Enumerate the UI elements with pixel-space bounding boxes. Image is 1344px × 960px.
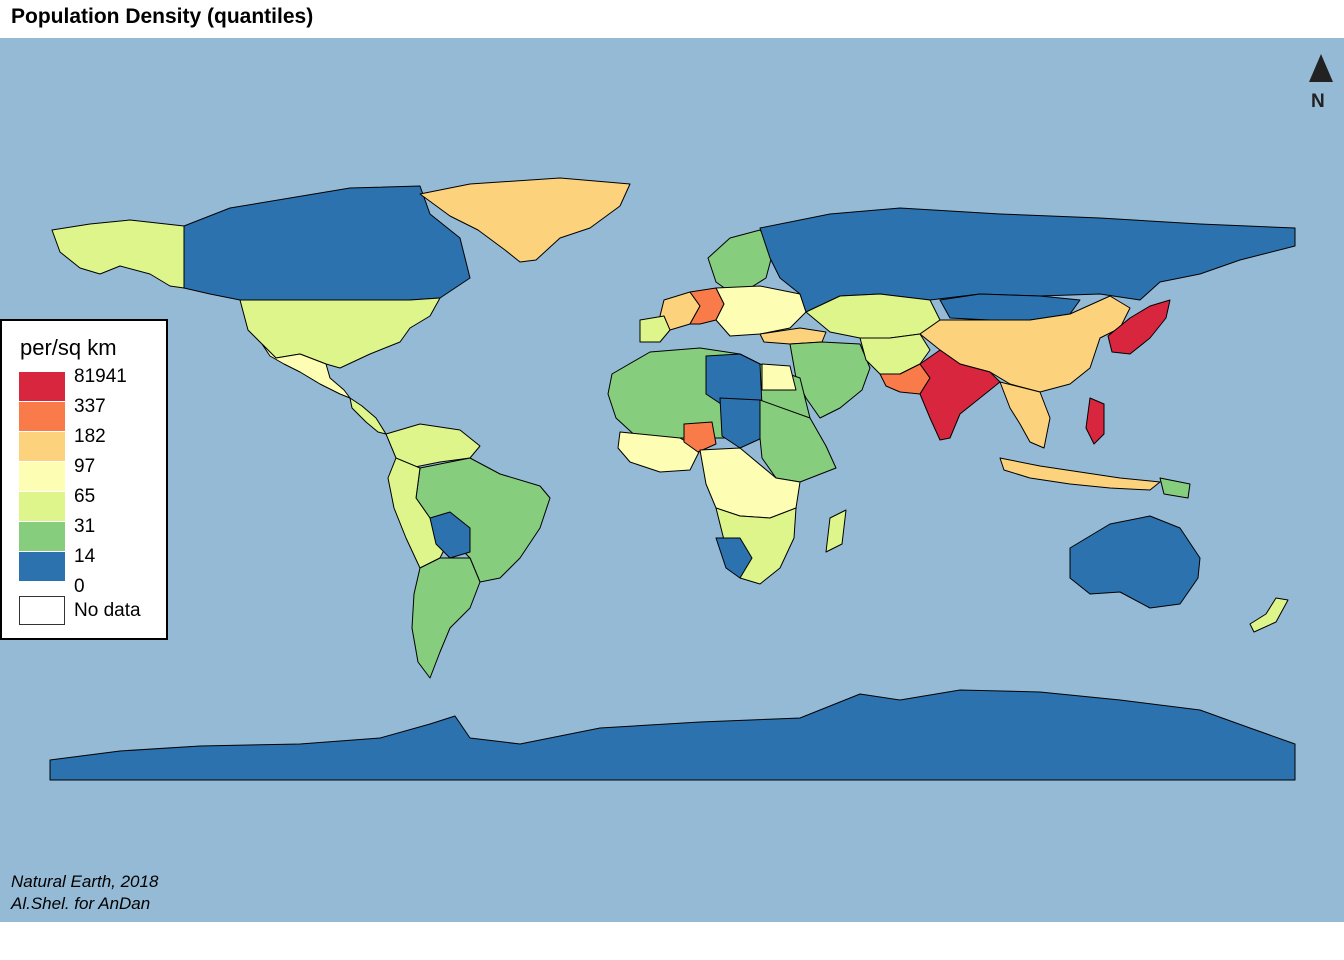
region-madagascar [825, 509, 847, 553]
region-antarctica [49, 689, 1296, 781]
legend-break-label: 0 [74, 576, 85, 597]
north-label: N [1311, 91, 1325, 112]
region-southeast-asia [999, 381, 1051, 449]
legend-swatch-5 [19, 522, 65, 551]
legend-swatch-4 [19, 492, 65, 521]
legend-break-label: 31 [74, 516, 96, 537]
region-indonesia [999, 457, 1161, 491]
region-eastern-europe [715, 285, 807, 337]
legend-title: per/sq km [20, 335, 117, 360]
legend-break-label: 81941 [74, 366, 127, 387]
map-panel [0, 38, 1344, 922]
region-sudan-chad [719, 397, 763, 449]
legend-swatch-6 [19, 552, 65, 581]
map-credits: Natural Earth, 2018 Al.Shel. for AnDan [11, 871, 158, 915]
credit-author: Al.Shel. for AnDan [11, 894, 151, 913]
region-central-america [349, 397, 387, 435]
legend-break-label: 97 [74, 456, 96, 477]
legend-break-label: 14 [74, 546, 96, 567]
region-png [1159, 477, 1191, 499]
region-argentina-chile [411, 557, 481, 679]
region-scandinavia [707, 229, 775, 293]
region-egypt [761, 363, 797, 391]
region-bolivia [429, 511, 471, 559]
region-nigeria [683, 421, 717, 453]
region-west-africa [617, 431, 701, 473]
region-philippines [1085, 397, 1105, 445]
credit-source: Natural Earth, 2018 [11, 872, 159, 891]
north-arrow-icon [1306, 52, 1336, 114]
legend-swatch-2 [19, 432, 65, 461]
legend-break-label: 182 [74, 426, 106, 447]
region-russia [759, 207, 1296, 313]
region-india [919, 349, 1001, 441]
map-legend: per/sq km 81941 337 182 97 65 31 14 0 No… [0, 319, 168, 640]
region-greenland [419, 177, 631, 263]
legend-no-data-label: No data [74, 600, 141, 621]
region-japan-korea [1107, 299, 1171, 355]
map-title: Population Density (quantiles) [11, 5, 314, 28]
legend-swatch-1 [19, 402, 65, 431]
world-map [49, 177, 1296, 781]
legend-swatch-3 [19, 462, 65, 491]
legend-swatch-0 [19, 372, 65, 401]
region-australia [1069, 515, 1201, 609]
legend-swatch-no-data [19, 596, 65, 625]
region-namibia-botswana [715, 537, 753, 579]
region-alaska [51, 219, 185, 289]
region-canada [183, 185, 471, 301]
region-new-zealand [1249, 597, 1289, 633]
region-usa [239, 297, 441, 369]
legend-break-label: 65 [74, 486, 96, 507]
legend-break-label: 337 [74, 396, 106, 417]
region-iberia [639, 315, 671, 343]
